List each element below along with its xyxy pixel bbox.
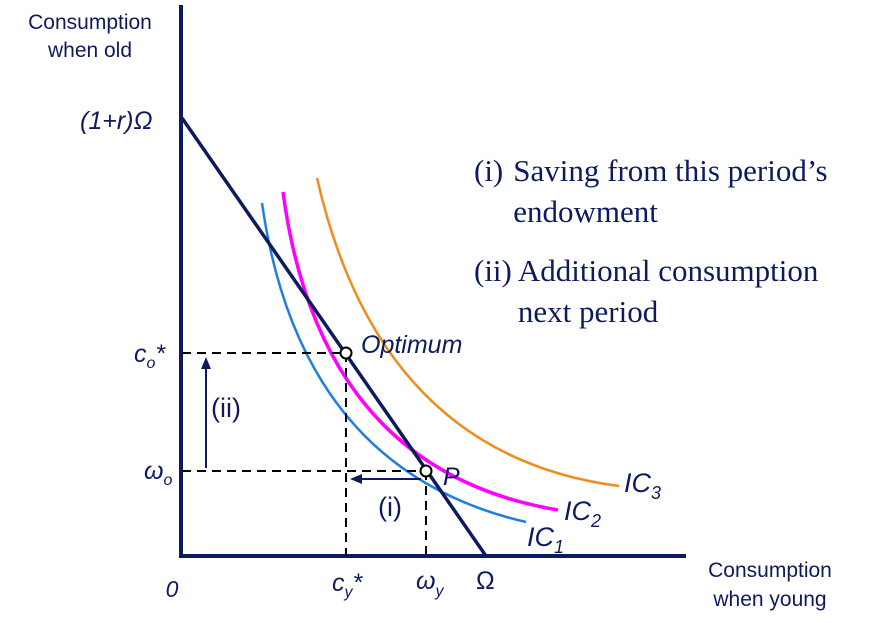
y-axis-title-line1: Consumption [28, 11, 152, 34]
y-axis-title-line2: when old [47, 39, 132, 62]
origin-label: 0 [166, 576, 179, 602]
note-saving: (i) Saving from this period’s endowment [474, 150, 874, 232]
co-star-label: co* [134, 340, 166, 372]
endowment-point [419, 464, 433, 478]
ic2-label: IC2 [564, 496, 601, 531]
optimum-point [339, 346, 353, 360]
arrow-i-label: (i) [378, 492, 402, 522]
note-number: (ii) [474, 253, 512, 288]
arrow-ii-label: (ii) [211, 393, 241, 423]
ic3-curve [315, 177, 620, 488]
ic2-curve [281, 191, 559, 512]
endowment-label: P [443, 463, 460, 491]
x-intercept-label: Ω [476, 567, 495, 595]
y-intercept-label: (1+r)Ω [80, 107, 153, 135]
ic1-label: IC1 [527, 522, 564, 557]
note-text: Saving from this period’s endowment [513, 153, 828, 229]
cy-star-label: cy* [332, 569, 364, 601]
ic3-label: IC3 [624, 468, 661, 503]
optimum-label: Optimum [361, 331, 462, 359]
arrow-ii [201, 357, 211, 468]
notes-panel: (i) Saving from this period’s endowment … [474, 150, 874, 350]
budget-line [180, 117, 488, 557]
arrow-i [350, 474, 421, 484]
omega-o-label: ωo [144, 457, 172, 489]
x-axis-title-line2: when young [712, 588, 826, 611]
note-text: Additional consumption next period [517, 253, 819, 329]
x-axis-title-line1: Consumption [708, 559, 832, 582]
omega-y-label: ωy [416, 567, 444, 600]
note-additional-consumption: (ii) Additional consumption next period [474, 250, 874, 332]
note-number: (i) [474, 153, 504, 188]
